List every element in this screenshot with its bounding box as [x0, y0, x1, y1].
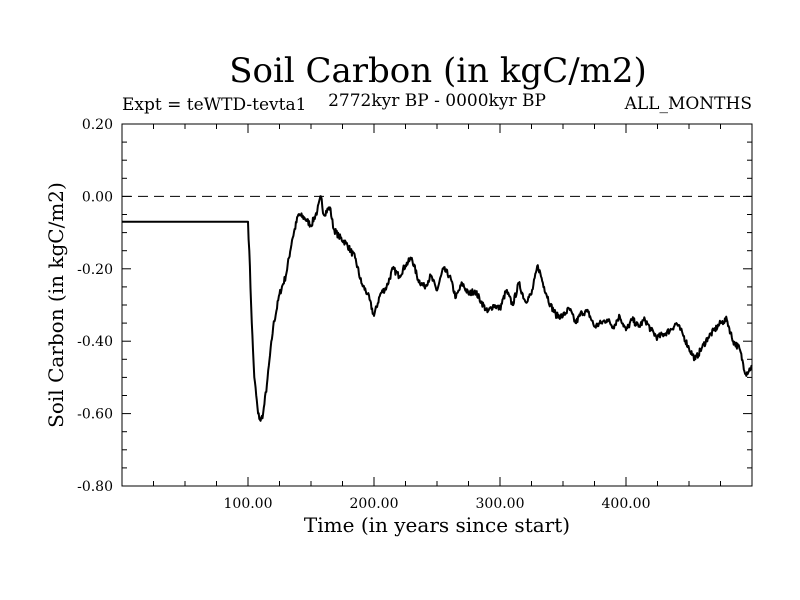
- x-axis-label: Time (in years since start): [304, 513, 570, 537]
- y-tick-label: 0.00: [82, 189, 113, 205]
- x-tick-label: 200.00: [350, 496, 399, 512]
- y-tick-label: -0.80: [77, 479, 113, 495]
- y-tick-label: -0.60: [77, 407, 113, 423]
- axis-tick-labels: 100.00 200.00 300.00 400.00 -0.80 -0.60 -0.40 -…: [77, 117, 650, 512]
- y-axis-label: Soil Carbon (in kgC/m2): [44, 182, 68, 428]
- y-tick-label: 0.20: [82, 117, 113, 133]
- chart-subtitle-left: Expt = teWTD-tevta1: [122, 95, 306, 115]
- x-tick-label: 300.00: [476, 496, 525, 512]
- chart-subtitle-center: 2772kyr BP - 0000kyr BP: [328, 91, 546, 111]
- plot-frame: [121, 123, 753, 487]
- chart-title: Soil Carbon (in kgC/m2): [229, 51, 647, 91]
- y-tick-label: -0.40: [77, 334, 113, 350]
- x-tick-label: 400.00: [602, 496, 651, 512]
- y-tick-label: -0.20: [77, 262, 113, 278]
- x-tick-label: 100.00: [224, 496, 273, 512]
- series-line-soil-carbon: [122, 195, 753, 422]
- chart-subtitle-right: ALL_MONTHS: [624, 94, 752, 114]
- axis-ticks: [122, 124, 752, 486]
